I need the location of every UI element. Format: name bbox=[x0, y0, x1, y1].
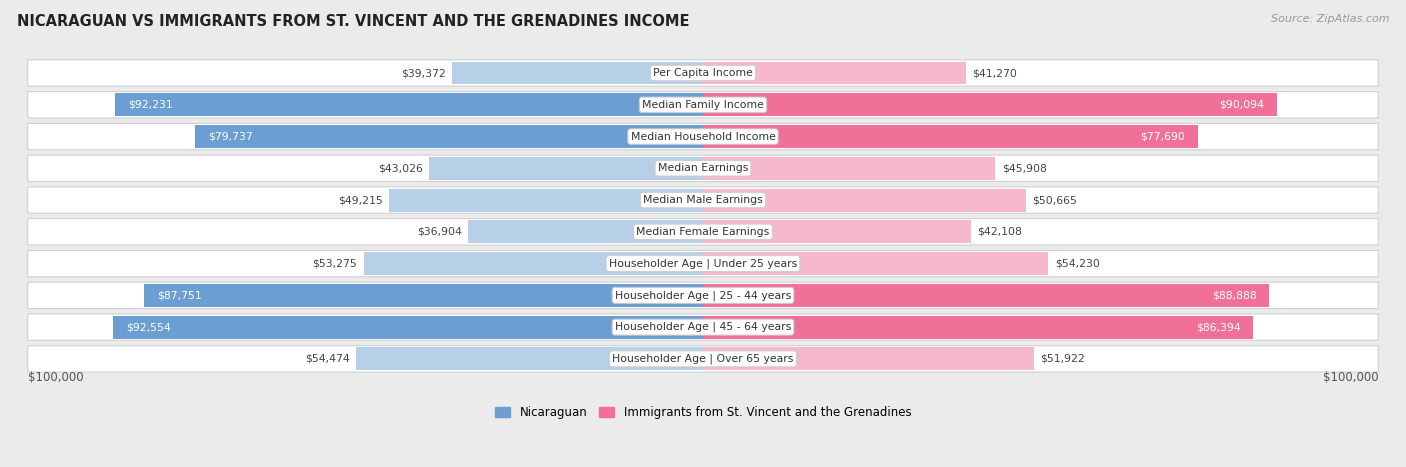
Text: $90,094: $90,094 bbox=[1219, 100, 1264, 110]
Text: $51,922: $51,922 bbox=[1040, 354, 1085, 364]
Text: $43,026: $43,026 bbox=[378, 163, 423, 173]
Text: $92,554: $92,554 bbox=[127, 322, 172, 332]
Bar bbox=[703, 252, 1049, 275]
Bar bbox=[389, 189, 703, 212]
FancyBboxPatch shape bbox=[28, 282, 1378, 309]
Bar bbox=[364, 252, 703, 275]
Text: Median Male Earnings: Median Male Earnings bbox=[643, 195, 763, 205]
Text: $49,215: $49,215 bbox=[339, 195, 382, 205]
Text: Median Female Earnings: Median Female Earnings bbox=[637, 227, 769, 237]
Text: $100,000: $100,000 bbox=[28, 371, 83, 384]
Bar bbox=[453, 62, 703, 85]
FancyBboxPatch shape bbox=[28, 314, 1378, 340]
Text: $42,108: $42,108 bbox=[977, 227, 1022, 237]
Bar bbox=[115, 93, 703, 116]
Bar bbox=[429, 157, 703, 180]
Text: $53,275: $53,275 bbox=[312, 259, 357, 269]
Text: $100,000: $100,000 bbox=[1323, 371, 1378, 384]
Bar bbox=[703, 189, 1026, 212]
Text: $88,888: $88,888 bbox=[1212, 290, 1257, 300]
Legend: Nicaraguan, Immigrants from St. Vincent and the Grenadines: Nicaraguan, Immigrants from St. Vincent … bbox=[495, 406, 911, 419]
Bar bbox=[703, 157, 995, 180]
Text: Householder Age | 45 - 64 years: Householder Age | 45 - 64 years bbox=[614, 322, 792, 333]
Text: Median Household Income: Median Household Income bbox=[630, 132, 776, 142]
FancyBboxPatch shape bbox=[28, 92, 1378, 118]
FancyBboxPatch shape bbox=[28, 155, 1378, 182]
Text: $86,394: $86,394 bbox=[1197, 322, 1240, 332]
Text: Householder Age | 25 - 44 years: Householder Age | 25 - 44 years bbox=[614, 290, 792, 301]
Text: $36,904: $36,904 bbox=[416, 227, 461, 237]
Text: $79,737: $79,737 bbox=[208, 132, 253, 142]
Text: $39,372: $39,372 bbox=[401, 68, 446, 78]
FancyBboxPatch shape bbox=[28, 123, 1378, 150]
Bar bbox=[703, 125, 1198, 148]
Bar bbox=[195, 125, 703, 148]
Text: $50,665: $50,665 bbox=[1032, 195, 1077, 205]
Bar bbox=[703, 62, 966, 85]
FancyBboxPatch shape bbox=[28, 250, 1378, 277]
Text: $77,690: $77,690 bbox=[1140, 132, 1185, 142]
Text: $45,908: $45,908 bbox=[1002, 163, 1046, 173]
Text: Median Family Income: Median Family Income bbox=[643, 100, 763, 110]
Text: Householder Age | Under 25 years: Householder Age | Under 25 years bbox=[609, 258, 797, 269]
Text: NICARAGUAN VS IMMIGRANTS FROM ST. VINCENT AND THE GRENADINES INCOME: NICARAGUAN VS IMMIGRANTS FROM ST. VINCEN… bbox=[17, 14, 689, 29]
Bar bbox=[703, 347, 1033, 370]
Bar bbox=[703, 316, 1253, 339]
Text: Per Capita Income: Per Capita Income bbox=[652, 68, 754, 78]
Bar bbox=[468, 220, 703, 243]
Text: Householder Age | Over 65 years: Householder Age | Over 65 years bbox=[612, 354, 794, 364]
Text: $87,751: $87,751 bbox=[156, 290, 201, 300]
Bar bbox=[703, 93, 1277, 116]
FancyBboxPatch shape bbox=[28, 60, 1378, 86]
Bar bbox=[703, 284, 1270, 307]
Bar bbox=[143, 284, 703, 307]
Text: $92,231: $92,231 bbox=[128, 100, 173, 110]
Bar bbox=[356, 347, 703, 370]
Bar bbox=[703, 220, 972, 243]
Text: Median Earnings: Median Earnings bbox=[658, 163, 748, 173]
FancyBboxPatch shape bbox=[28, 187, 1378, 213]
Text: $54,230: $54,230 bbox=[1054, 259, 1099, 269]
FancyBboxPatch shape bbox=[28, 346, 1378, 372]
Text: Source: ZipAtlas.com: Source: ZipAtlas.com bbox=[1271, 14, 1389, 24]
Bar bbox=[114, 316, 703, 339]
Text: $54,474: $54,474 bbox=[305, 354, 350, 364]
FancyBboxPatch shape bbox=[28, 219, 1378, 245]
Text: $41,270: $41,270 bbox=[973, 68, 1017, 78]
